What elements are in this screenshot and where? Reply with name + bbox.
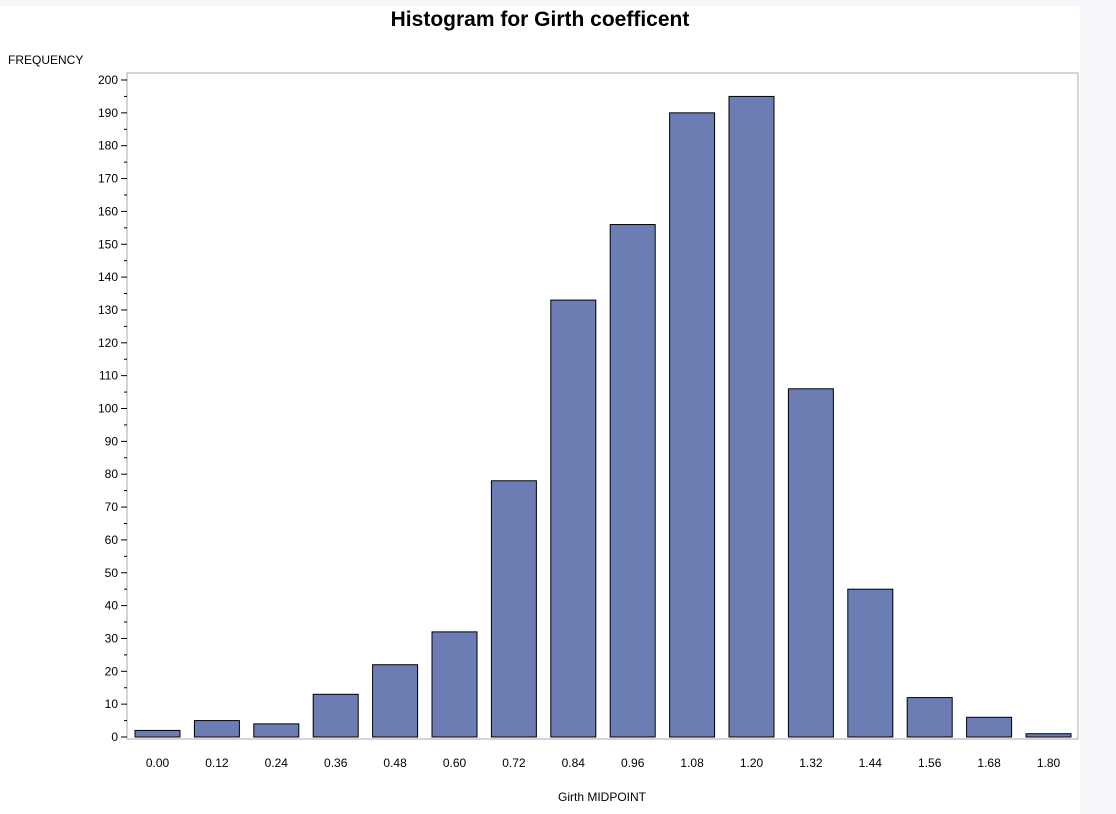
plot-frame <box>126 72 1079 740</box>
histogram-bar <box>550 299 597 738</box>
x-tick-label: 1.32 <box>799 756 823 770</box>
x-tick-label: 1.56 <box>918 756 942 770</box>
y-tick-label: 20 <box>105 664 119 678</box>
x-tick-label: 0.00 <box>146 756 170 770</box>
histogram-bar <box>966 716 1013 738</box>
y-tick-label: 170 <box>98 172 118 186</box>
y-tick-label: 70 <box>105 500 119 514</box>
histogram-bar <box>134 729 181 738</box>
y-tick-label: 60 <box>105 533 119 547</box>
histogram-bar <box>431 631 478 738</box>
histogram-bar <box>253 723 300 738</box>
y-tick-label: 180 <box>98 139 118 153</box>
y-tick-label: 110 <box>99 369 118 383</box>
y-axis: 0 10 20 30 40 50 60 70 80 90 100 110 120 130 140 150 160… <box>98 73 127 744</box>
y-tick-label: 200 <box>98 73 118 87</box>
histogram-bar <box>728 95 775 738</box>
histogram-bar <box>609 224 656 738</box>
y-tick-label: 50 <box>105 566 119 580</box>
y-tick-label: 90 <box>105 434 119 448</box>
histogram-bar <box>490 480 537 738</box>
chart-title: Histogram for Girth coefficent <box>391 8 690 31</box>
y-tick-label: 120 <box>98 336 118 350</box>
y-tick-label: 80 <box>105 467 119 481</box>
histogram-bar <box>669 112 716 738</box>
x-tick-label: 0.60 <box>443 756 467 770</box>
histogram-chart: Histogram for Girth coefficent FREQUENCY… <box>8 8 1079 804</box>
y-tick-label: 0 <box>111 730 118 744</box>
side-panel-strip <box>1080 0 1116 814</box>
x-tick-label: 1.68 <box>977 756 1001 770</box>
x-tick-label: 1.80 <box>1037 756 1061 770</box>
histogram-bar <box>787 388 834 738</box>
histogram-bar <box>1025 733 1072 738</box>
x-tick-label: 0.72 <box>502 756 526 770</box>
bars <box>134 95 1072 738</box>
y-tick-label: 140 <box>98 270 118 284</box>
x-tick-label: 0.12 <box>205 756 229 770</box>
y-tick-label: 40 <box>105 599 119 613</box>
top-margin-strip <box>0 0 1080 6</box>
y-tick-label: 150 <box>98 237 118 251</box>
histogram-bar <box>906 697 953 738</box>
y-axis-label: FREQUENCY <box>8 53 83 67</box>
x-axis-label: Girth MIDPOINT <box>558 790 647 804</box>
y-tick-label: 30 <box>105 631 119 645</box>
histogram-bar <box>312 693 359 738</box>
x-tick-label: 0.96 <box>621 756 645 770</box>
histogram-bar <box>193 720 240 738</box>
histogram-bar <box>847 588 894 738</box>
y-tick-label: 100 <box>98 402 118 416</box>
x-axis: 0.00 0.12 0.24 0.36 0.48 0.60 0.72 0.84 0.96 1.08… <box>146 756 1061 770</box>
x-tick-label: 1.08 <box>680 756 704 770</box>
y-tick-label: 130 <box>98 303 118 317</box>
y-tick-label: 10 <box>105 697 119 711</box>
x-tick-label: 1.44 <box>859 756 883 770</box>
y-tick-label: 160 <box>98 204 118 218</box>
x-tick-label: 0.48 <box>383 756 407 770</box>
x-tick-label: 1.20 <box>740 756 764 770</box>
x-tick-label: 0.24 <box>265 756 289 770</box>
histogram-bar <box>372 664 419 738</box>
y-tick-label: 190 <box>98 106 118 120</box>
x-tick-label: 0.36 <box>324 756 348 770</box>
x-tick-label: 0.84 <box>562 756 586 770</box>
